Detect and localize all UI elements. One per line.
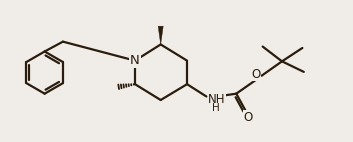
Text: O: O [244,111,253,124]
Polygon shape [158,26,163,44]
Text: H: H [213,103,220,113]
Text: NH: NH [208,93,226,106]
Text: N: N [130,54,140,67]
Text: O: O [251,68,260,81]
